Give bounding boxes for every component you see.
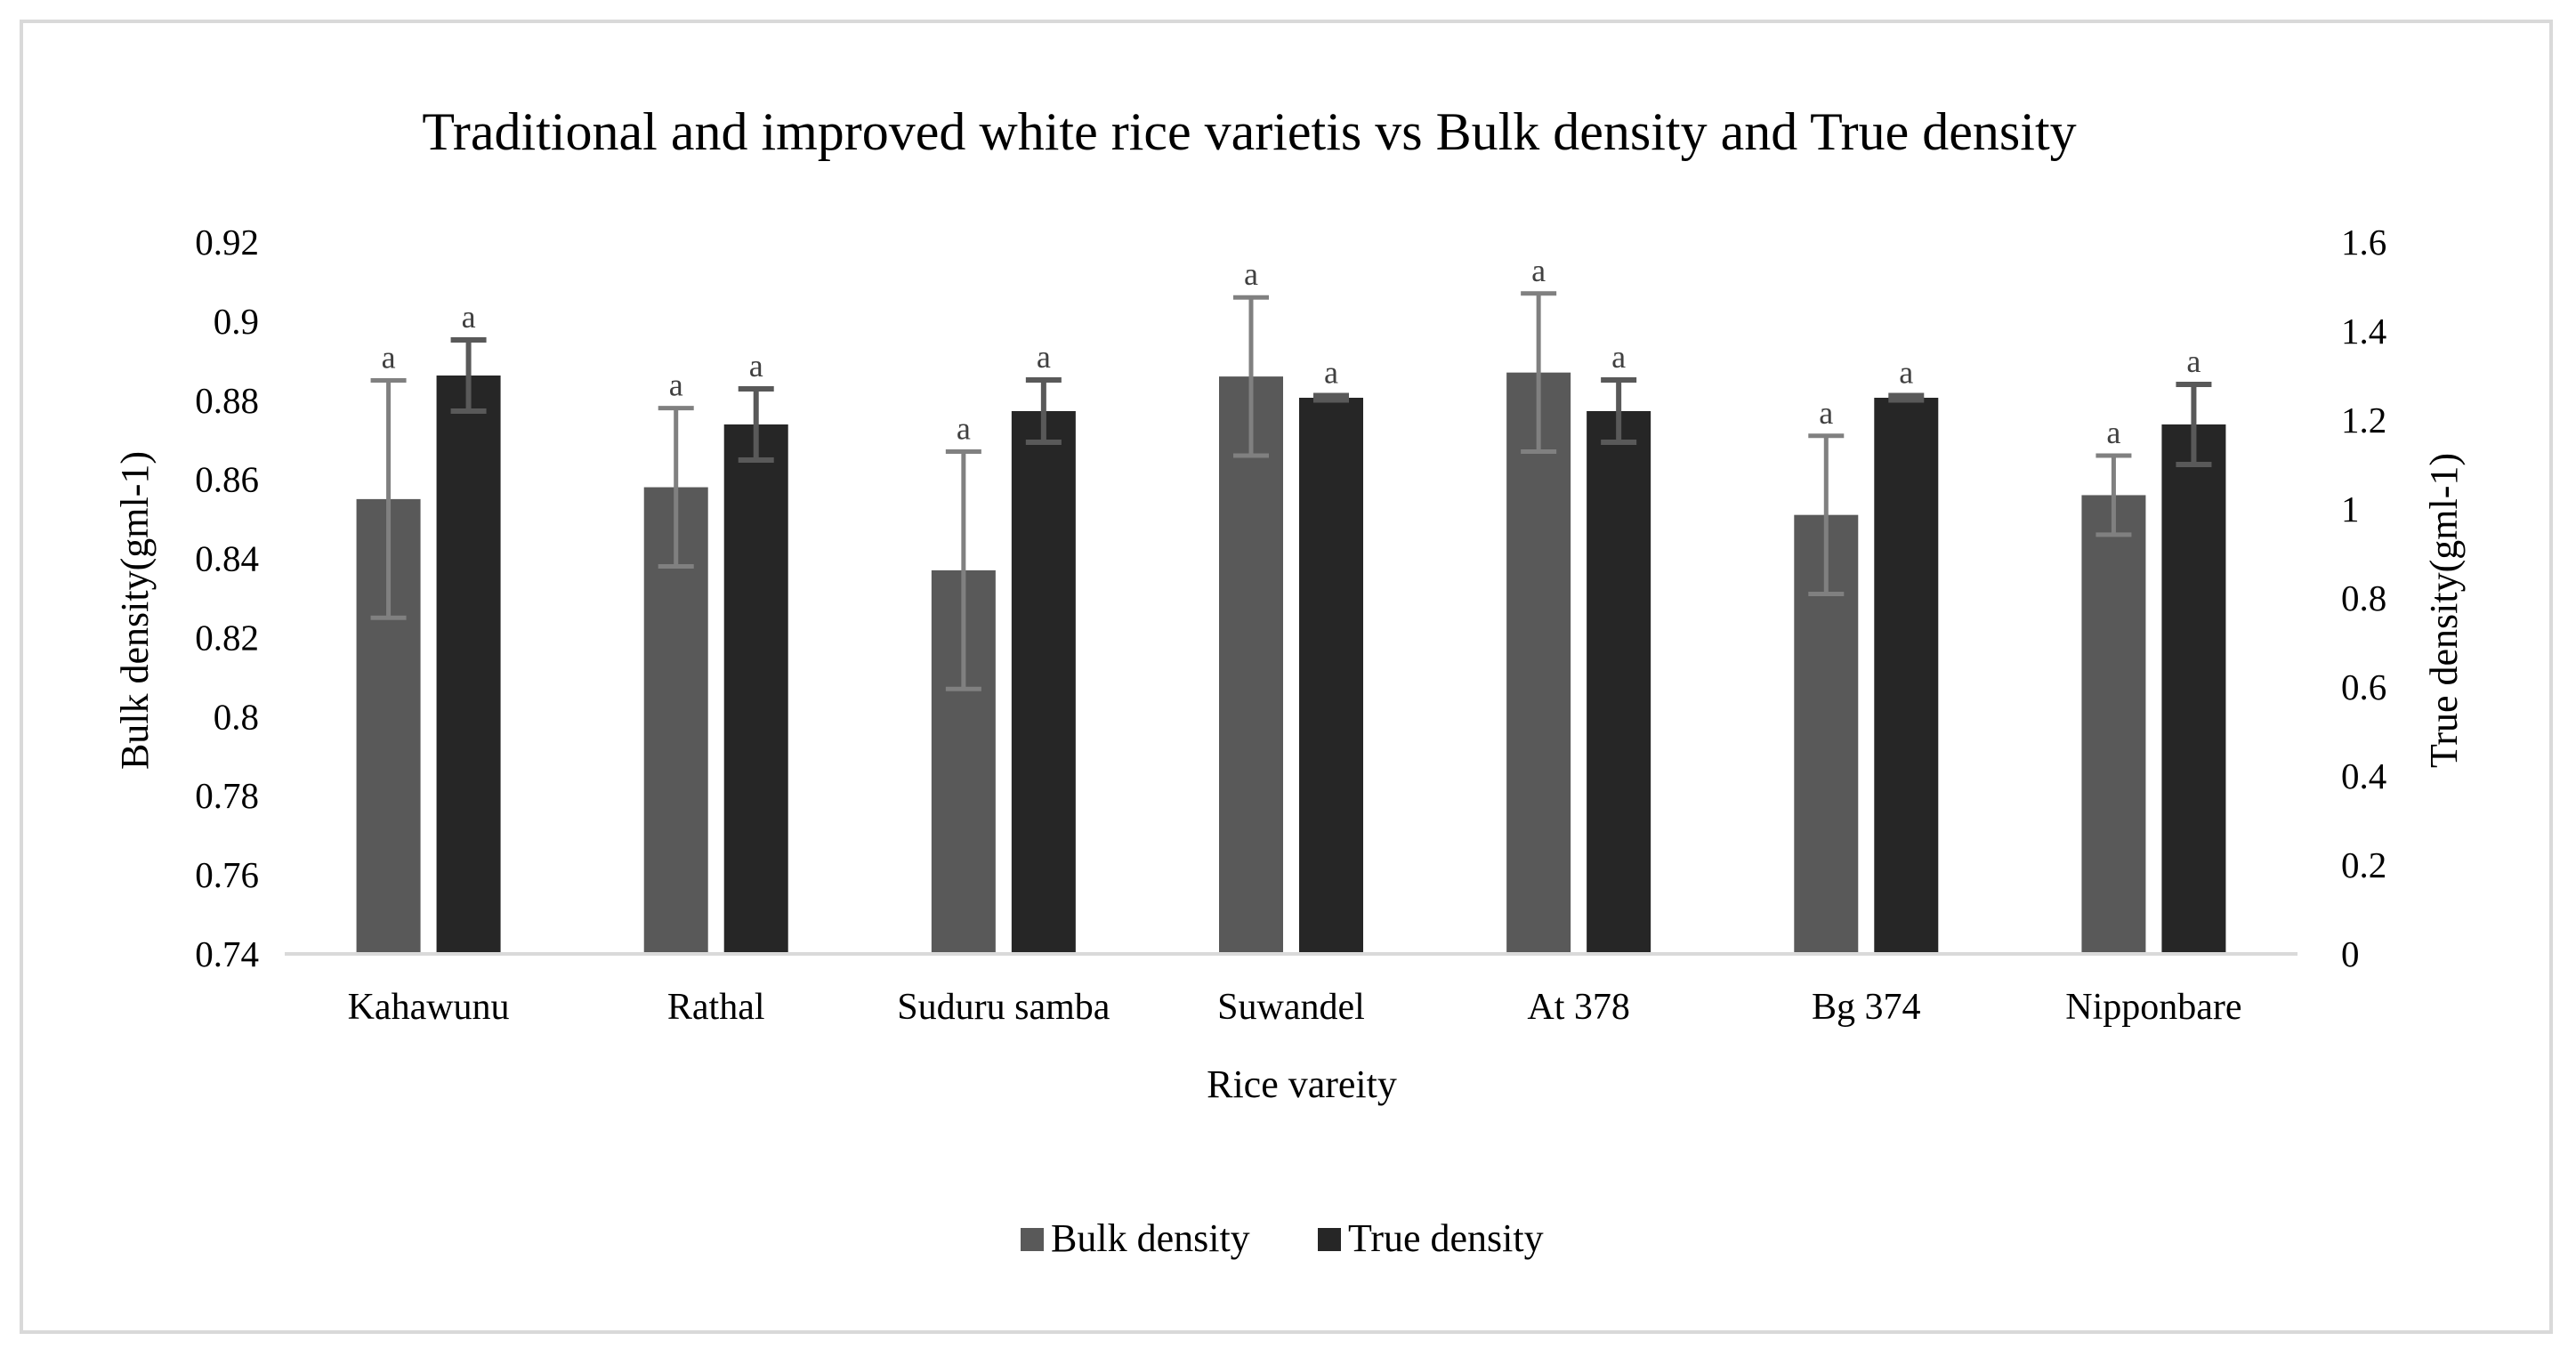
y-tick-label: 0.84 <box>195 538 259 579</box>
y-tick-label: 0.88 <box>195 380 259 421</box>
x-tick-label: Rathal <box>667 987 765 1028</box>
y2-axis-title: True density(gml-1) <box>2422 453 2466 768</box>
significance-label-bulk-density: a <box>1531 253 1546 288</box>
significance-label-bulk-density: a <box>957 411 971 447</box>
legend-label-bulk-density: Bulk density <box>1051 1216 1250 1260</box>
bar-true-density-suwandel[interactable] <box>1299 398 1363 954</box>
legend-item-bulk-density[interactable]: Bulk density <box>1021 1216 1250 1260</box>
y2-tick-label: 0.4 <box>2341 755 2386 796</box>
bar-bulk-density-suwandel[interactable] <box>1219 376 1283 955</box>
legend-swatch-true-density <box>1318 1228 1341 1251</box>
y2-tick-label: 1 <box>2341 489 2360 529</box>
significance-label-true-density: a <box>462 299 476 335</box>
y-tick-label: 0.76 <box>195 854 259 895</box>
significance-label-true-density: a <box>2186 343 2201 379</box>
y-tick-label: 0.9 <box>214 301 259 342</box>
significance-label-true-density: a <box>1611 339 1626 375</box>
x-tick-label: Nipponbare <box>2065 987 2241 1028</box>
significance-label-bulk-density: a <box>669 368 683 403</box>
y-tick-label: 0.78 <box>195 775 259 816</box>
y-tick-label: 0.82 <box>195 617 259 658</box>
significance-label-bulk-density: a <box>2106 415 2120 450</box>
bar-bulk-density-at-378[interactable] <box>1506 372 1571 955</box>
y-tick-label: 0.8 <box>214 696 259 737</box>
y-tick-label: 0.74 <box>195 933 259 974</box>
y2-tick-label: 1.6 <box>2341 222 2386 263</box>
chart-area: Traditional and improved white rice vari… <box>20 20 2553 1334</box>
y-axis-title: Bulk density(gml-1) <box>113 451 157 770</box>
y2-tick-label: 0.8 <box>2341 578 2386 618</box>
legend-item-true-density[interactable]: True density <box>1318 1216 1544 1260</box>
legend-swatch-bulk-density <box>1021 1228 1044 1251</box>
y2-tick-label: 0.6 <box>2341 666 2386 707</box>
x-tick-label: Bg 374 <box>1812 987 1921 1028</box>
y-tick-label: 0.92 <box>195 222 259 263</box>
significance-label-bulk-density: a <box>1244 256 1258 292</box>
x-tick-label: Kahawunu <box>348 987 510 1028</box>
significance-label-true-density: a <box>1037 339 1051 375</box>
bar-true-density-bg-374[interactable] <box>1874 398 1939 954</box>
y2-tick-label: 0.2 <box>2341 844 2386 885</box>
x-tick-label: Suwandel <box>1217 987 1365 1028</box>
legend: Bulk density True density <box>1021 1216 1544 1260</box>
significance-label-true-density: a <box>749 348 763 384</box>
bar-true-density-kahawunu[interactable] <box>436 376 501 954</box>
bar-bulk-density-nipponbare[interactable] <box>2081 495 2146 954</box>
legend-label-true-density: True density <box>1348 1216 1544 1260</box>
bar-true-density-nipponbare[interactable] <box>2161 424 2226 954</box>
x-tick-label: Suduru samba <box>897 987 1110 1028</box>
plot-area: 0.74 0.76 0.78 0.8 0.82 0.84 0.86 0.88 0.9 0.92 0 0… <box>195 222 2386 1028</box>
significance-label-bulk-density: a <box>1819 395 1833 431</box>
bar-true-density-at-378[interactable] <box>1587 411 1651 954</box>
bar-true-density-suduru-samba[interactable] <box>1011 411 1076 954</box>
y-tick-label: 0.86 <box>195 459 259 500</box>
chart-canvas: Traditional and improved white rice vari… <box>113 102 2466 1260</box>
x-axis-title: Rice vareity <box>1207 1062 1397 1106</box>
significance-label-true-density: a <box>1899 355 1913 391</box>
y2-tick-label: 1.2 <box>2341 400 2386 440</box>
bar-true-density-rathal[interactable] <box>723 424 788 954</box>
significance-label-bulk-density: a <box>382 340 396 376</box>
significance-label-true-density: a <box>1324 355 1338 391</box>
y2-tick-label: 0 <box>2341 933 2360 974</box>
chart-title: Traditional and improved white rice vari… <box>422 102 2076 161</box>
y2-tick-label: 1.4 <box>2341 311 2386 351</box>
x-tick-label: At 378 <box>1527 987 1630 1028</box>
